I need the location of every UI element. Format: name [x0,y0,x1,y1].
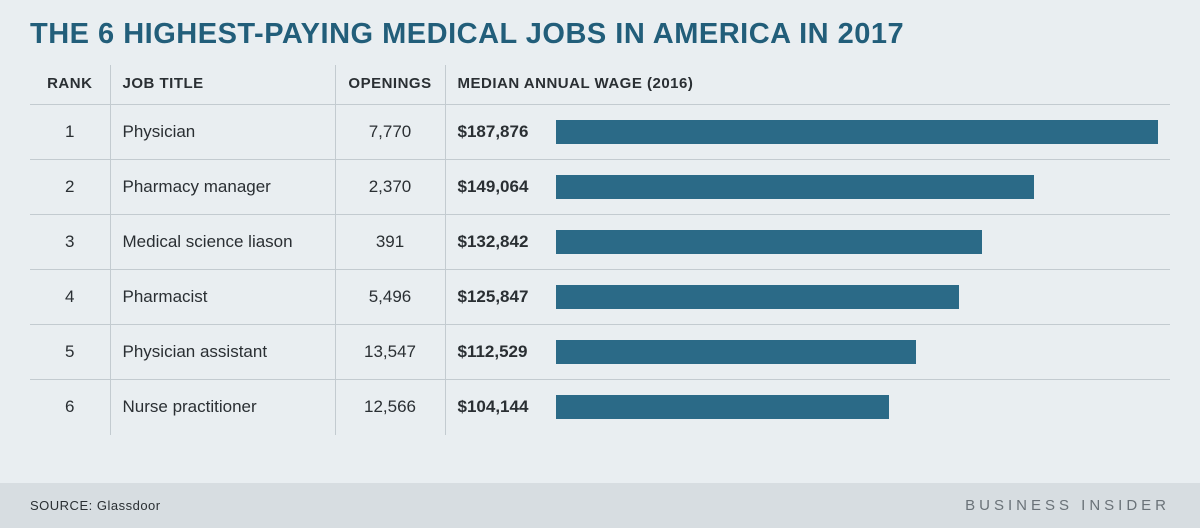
table-row: 5Physician assistant13,547 $112,529 [30,325,1170,380]
col-header-rank: RANK [30,65,110,105]
wage-label: $125,847 [458,287,542,307]
cell-wage: $187,876 [445,105,1170,160]
cell-wage: $132,842 [445,215,1170,270]
wage-bar [556,285,960,309]
bar-track [556,395,1159,419]
cell-rank: 1 [30,105,110,160]
wage-label: $132,842 [458,232,542,252]
footer: SOURCE: Glassdoor BUSINESS INSIDER [0,483,1200,528]
bar-track [556,175,1159,199]
wage-bar [556,230,982,254]
table-row: 4Pharmacist5,496 $125,847 [30,270,1170,325]
brand-logo: BUSINESS INSIDER [965,497,1170,514]
cell-openings: 391 [335,215,445,270]
cell-openings: 13,547 [335,325,445,380]
wage-bar [556,175,1034,199]
infographic-container: THE 6 HIGHEST-PAYING MEDICAL JOBS IN AME… [0,0,1200,528]
wage-label: $112,529 [458,342,542,362]
bar-track [556,230,1159,254]
cell-wage: $104,144 [445,380,1170,435]
wage-label: $149,064 [458,177,542,197]
cell-job: Pharmacy manager [110,160,335,215]
wage-label: $104,144 [458,397,542,417]
source-label: SOURCE: [30,498,93,513]
col-header-openings: OPENINGS [335,65,445,105]
table-wrap: RANK JOB TITLE OPENINGS MEDIAN ANNUAL WA… [0,65,1200,483]
col-header-job: JOB TITLE [110,65,335,105]
cell-rank: 6 [30,380,110,435]
cell-job: Nurse practitioner [110,380,335,435]
cell-openings: 5,496 [335,270,445,325]
source-value: Glassdoor [97,498,161,513]
cell-wage: $125,847 [445,270,1170,325]
wage-bar [556,120,1159,144]
bar-track [556,340,1159,364]
cell-rank: 5 [30,325,110,380]
cell-openings: 2,370 [335,160,445,215]
wage-bar [556,395,890,419]
cell-wage: $149,064 [445,160,1170,215]
cell-openings: 7,770 [335,105,445,160]
cell-wage: $112,529 [445,325,1170,380]
jobs-table: RANK JOB TITLE OPENINGS MEDIAN ANNUAL WA… [30,65,1170,435]
table-row: 2Pharmacy manager2,370 $149,064 [30,160,1170,215]
header: THE 6 HIGHEST-PAYING MEDICAL JOBS IN AME… [0,0,1200,65]
table-header-row: RANK JOB TITLE OPENINGS MEDIAN ANNUAL WA… [30,65,1170,105]
table-row: 6Nurse practitioner12,566 $104,144 [30,380,1170,435]
page-title: THE 6 HIGHEST-PAYING MEDICAL JOBS IN AME… [30,18,1170,51]
cell-job: Physician assistant [110,325,335,380]
cell-job: Physician [110,105,335,160]
cell-rank: 3 [30,215,110,270]
cell-job: Pharmacist [110,270,335,325]
cell-openings: 12,566 [335,380,445,435]
bar-track [556,285,1159,309]
cell-rank: 2 [30,160,110,215]
cell-rank: 4 [30,270,110,325]
bar-track [556,120,1159,144]
cell-job: Medical science liason [110,215,335,270]
col-header-wage: MEDIAN ANNUAL WAGE (2016) [445,65,1170,105]
source: SOURCE: Glassdoor [30,498,161,513]
table-row: 1Physician7,770 $187,876 [30,105,1170,160]
wage-bar [556,340,917,364]
table-row: 3Medical science liason391 $132,842 [30,215,1170,270]
wage-label: $187,876 [458,122,542,142]
